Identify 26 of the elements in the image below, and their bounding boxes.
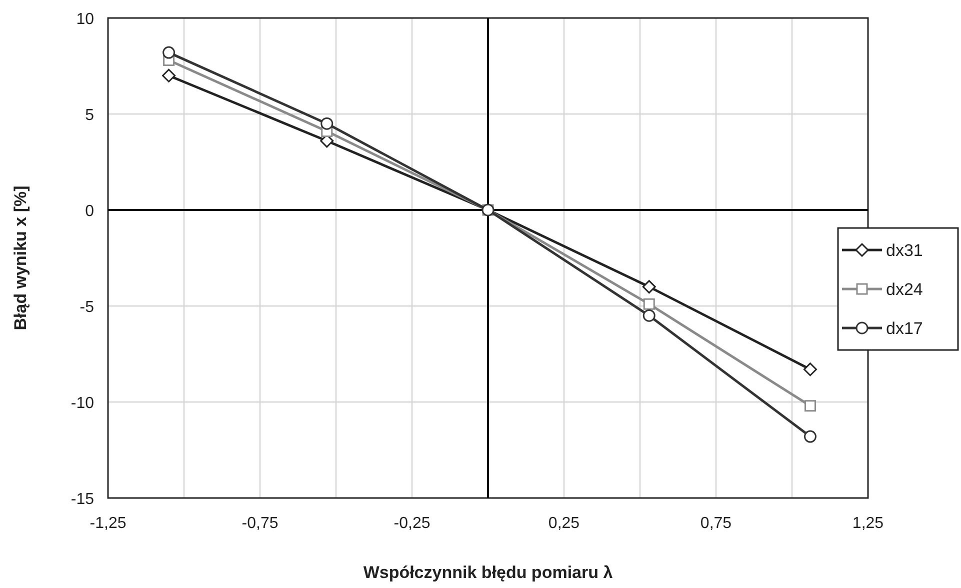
point	[804, 430, 816, 443]
point	[642, 309, 656, 322]
legend-label: dx17	[886, 319, 923, 338]
y-tick-label: 10	[76, 11, 94, 28]
point	[804, 400, 816, 412]
x-tick-label: 1,25	[852, 515, 884, 532]
point	[642, 280, 656, 294]
x-tick-label: 0,75	[700, 515, 732, 532]
y-tick-label: -15	[70, 491, 94, 508]
y-tick-label: -10	[70, 395, 94, 412]
x-tick-label: 0,25	[548, 515, 580, 532]
legend-label: dx24	[886, 280, 923, 299]
point	[162, 68, 176, 82]
legend-label: dx31	[886, 241, 923, 260]
y-axis-title: Błąd wyniku x [%]	[11, 186, 30, 330]
y-tick-label: 5	[85, 107, 94, 124]
y-tick-label: -5	[80, 299, 94, 316]
point	[643, 298, 655, 310]
point	[162, 46, 176, 59]
x-tick-label: -1,25	[90, 515, 126, 532]
y-tick-label: 0	[85, 203, 94, 220]
point	[803, 362, 817, 376]
x-axis-title: Współczynnik błędu pomiaru λ	[363, 563, 614, 582]
x-tick-label: -0,25	[394, 515, 430, 532]
point	[320, 117, 334, 130]
x-tick-label: -0,75	[242, 515, 278, 532]
